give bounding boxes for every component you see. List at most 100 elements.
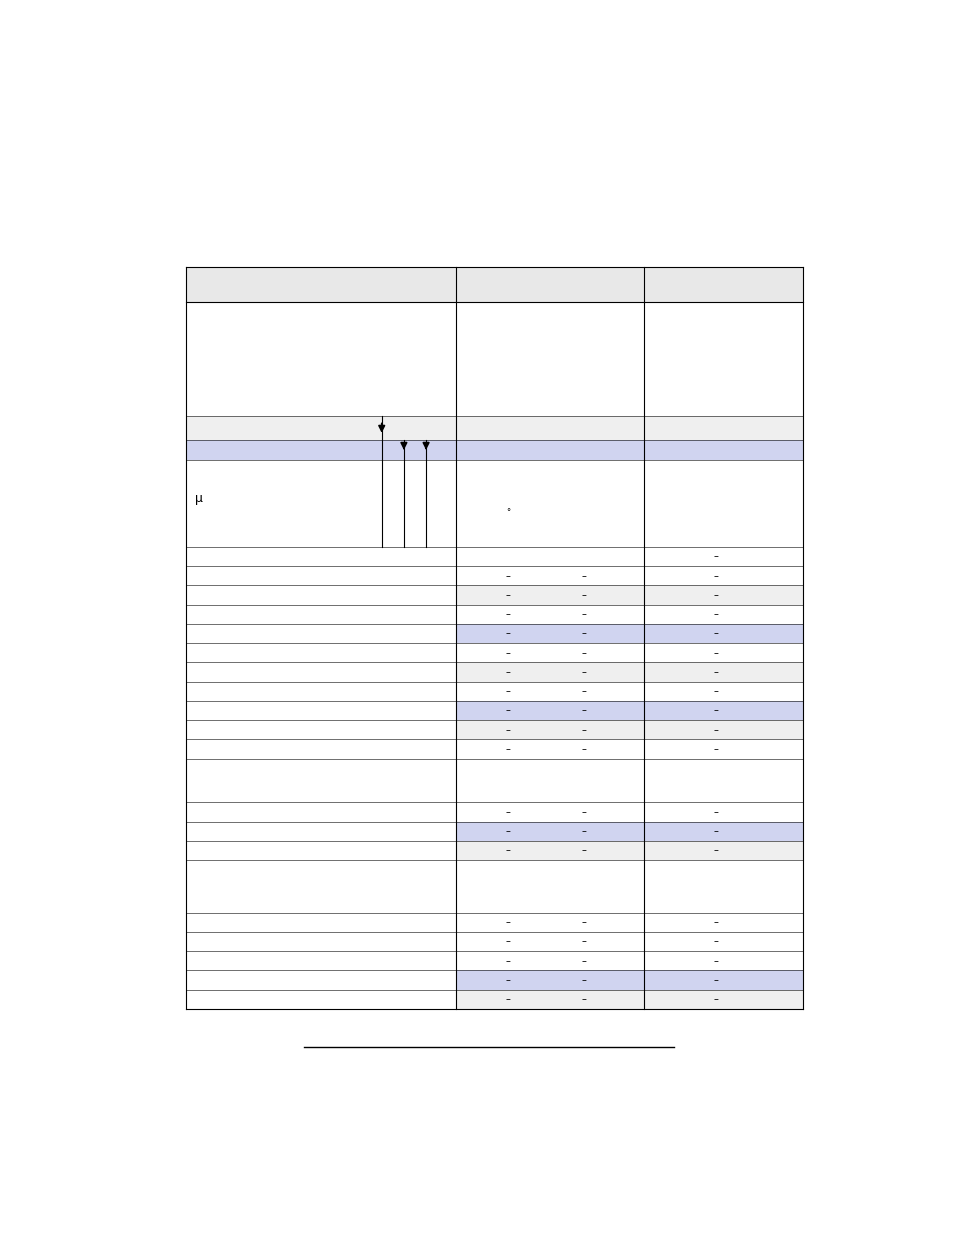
Bar bbox=[456, 303, 643, 416]
Bar bbox=[643, 662, 802, 682]
Bar bbox=[456, 682, 643, 701]
Bar bbox=[186, 841, 456, 860]
Bar bbox=[186, 740, 456, 758]
Bar bbox=[456, 605, 643, 624]
Bar bbox=[186, 440, 456, 459]
Text: –: – bbox=[580, 725, 586, 735]
Text: –: – bbox=[580, 571, 586, 580]
Bar bbox=[186, 624, 456, 643]
Text: –: – bbox=[713, 571, 718, 580]
Bar bbox=[456, 740, 643, 758]
Bar bbox=[456, 821, 643, 841]
Text: –: – bbox=[505, 609, 511, 619]
Text: –: – bbox=[505, 743, 511, 755]
Bar bbox=[186, 971, 456, 989]
Bar bbox=[643, 459, 802, 547]
Text: –: – bbox=[713, 918, 718, 927]
Bar bbox=[186, 989, 456, 1009]
Bar bbox=[456, 459, 643, 547]
Bar bbox=[643, 682, 802, 701]
Text: –: – bbox=[505, 826, 511, 836]
Bar bbox=[643, 701, 802, 720]
Bar bbox=[456, 643, 643, 662]
Bar bbox=[643, 803, 802, 821]
Text: –: – bbox=[713, 552, 718, 562]
Bar bbox=[456, 662, 643, 682]
Text: –: – bbox=[505, 974, 511, 986]
Text: –: – bbox=[505, 687, 511, 697]
Text: –: – bbox=[713, 667, 718, 677]
Text: –: – bbox=[713, 994, 718, 1004]
Text: –: – bbox=[713, 629, 718, 638]
Text: –: – bbox=[505, 590, 511, 600]
Text: –: – bbox=[580, 648, 586, 658]
Bar bbox=[186, 860, 456, 913]
Text: –: – bbox=[580, 687, 586, 697]
Text: –: – bbox=[505, 571, 511, 580]
Bar bbox=[186, 416, 456, 440]
Text: –: – bbox=[713, 936, 718, 946]
Bar bbox=[456, 566, 643, 585]
Text: –: – bbox=[580, 826, 586, 836]
Text: –: – bbox=[713, 687, 718, 697]
Bar bbox=[186, 585, 456, 605]
Bar bbox=[186, 720, 456, 740]
Text: –: – bbox=[580, 846, 586, 856]
Bar bbox=[456, 440, 643, 459]
Bar bbox=[186, 605, 456, 624]
Text: –: – bbox=[505, 846, 511, 856]
Bar bbox=[643, 720, 802, 740]
Bar bbox=[186, 682, 456, 701]
Text: –: – bbox=[505, 994, 511, 1004]
Bar bbox=[643, 547, 802, 566]
Text: –: – bbox=[713, 743, 718, 755]
Bar bbox=[643, 585, 802, 605]
Text: –: – bbox=[713, 974, 718, 986]
Text: –: – bbox=[580, 956, 586, 966]
Bar bbox=[643, 989, 802, 1009]
Text: –: – bbox=[580, 705, 586, 715]
Bar bbox=[643, 913, 802, 932]
Text: –: – bbox=[713, 705, 718, 715]
Text: –: – bbox=[713, 590, 718, 600]
Text: –: – bbox=[505, 918, 511, 927]
Text: –: – bbox=[505, 705, 511, 715]
Bar bbox=[456, 971, 643, 989]
Text: –: – bbox=[505, 936, 511, 946]
Bar bbox=[456, 989, 643, 1009]
Text: –: – bbox=[580, 974, 586, 986]
Bar bbox=[643, 951, 802, 971]
Bar bbox=[456, 841, 643, 860]
Bar bbox=[643, 971, 802, 989]
Bar bbox=[456, 701, 643, 720]
Text: –: – bbox=[505, 956, 511, 966]
Text: –: – bbox=[580, 994, 586, 1004]
Bar bbox=[456, 720, 643, 740]
Bar bbox=[643, 566, 802, 585]
Bar bbox=[186, 459, 456, 547]
Text: –: – bbox=[505, 629, 511, 638]
Bar bbox=[186, 643, 456, 662]
Bar bbox=[186, 758, 456, 803]
Text: –: – bbox=[580, 667, 586, 677]
Bar bbox=[643, 932, 802, 951]
Bar bbox=[186, 821, 456, 841]
Bar bbox=[643, 605, 802, 624]
Bar bbox=[643, 758, 802, 803]
Bar bbox=[643, 860, 802, 913]
Bar bbox=[456, 860, 643, 913]
Bar bbox=[186, 932, 456, 951]
Bar bbox=[643, 416, 802, 440]
Bar bbox=[186, 913, 456, 932]
Bar bbox=[456, 932, 643, 951]
Text: –: – bbox=[580, 590, 586, 600]
Text: –: – bbox=[505, 648, 511, 658]
Text: –: – bbox=[713, 725, 718, 735]
Bar bbox=[186, 267, 802, 303]
Text: –: – bbox=[580, 743, 586, 755]
Text: –: – bbox=[713, 806, 718, 818]
Bar bbox=[643, 440, 802, 459]
Bar bbox=[643, 643, 802, 662]
Bar bbox=[186, 566, 456, 585]
Text: –: – bbox=[713, 648, 718, 658]
